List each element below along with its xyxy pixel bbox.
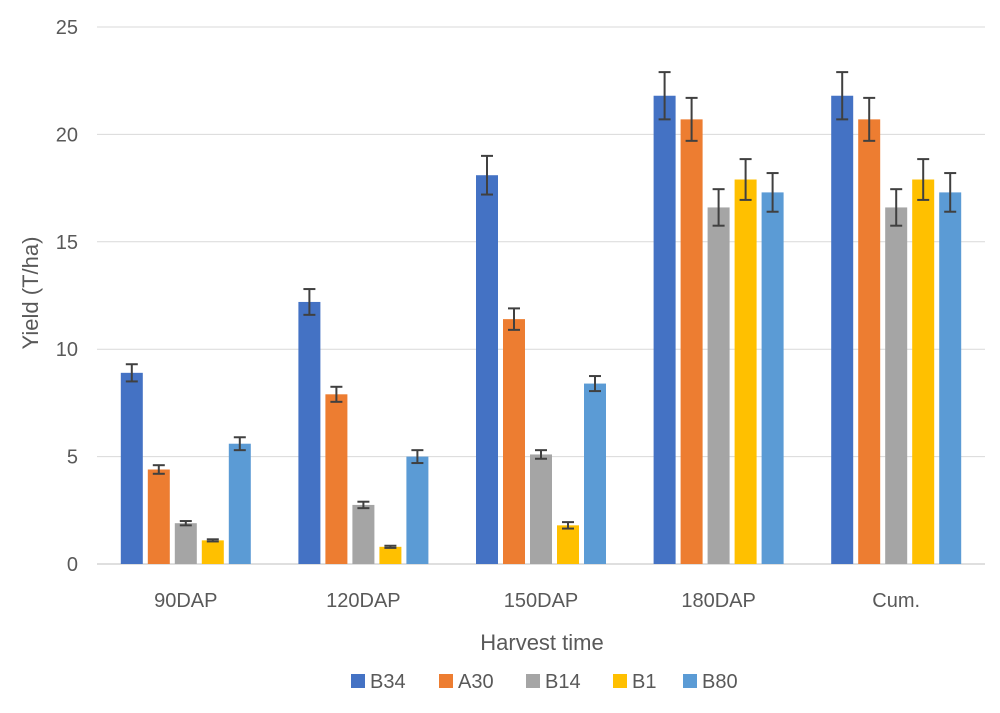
legend-label: B34 [370, 671, 406, 693]
error-bar-b1-150dap [562, 521, 574, 530]
bar-b14-120dap [352, 504, 375, 564]
error-bar-b34-150dap [481, 154, 493, 196]
error-bar-a30-120dap [330, 385, 343, 403]
error-bar-b14-150dap [535, 449, 547, 460]
error-bar-b80-120dap [411, 449, 424, 465]
error-bar-b1-180dap [739, 158, 752, 201]
error-bar-b14-180dap [712, 188, 725, 227]
legend-item-b34: B34 [351, 671, 406, 693]
bar-b1-120dap [379, 546, 402, 564]
error-bar-a30-180dap [685, 96, 698, 142]
error-bar-b1-90dap [206, 538, 219, 543]
bar-b34-120dap [298, 301, 321, 564]
error-bar-a30-90dap [152, 464, 165, 475]
bar-b1-cum [912, 179, 935, 564]
error-bar-b14-90dap [179, 520, 192, 527]
legend-swatch [351, 674, 365, 688]
bar-b80-90dap [228, 443, 251, 564]
legend-swatch [613, 674, 627, 688]
x-tick-label: 120DAP [326, 590, 401, 612]
error-bar-b14-120dap [357, 500, 370, 510]
bar-b1-150dap [557, 525, 579, 564]
error-bar-a30-cum [863, 96, 876, 142]
x-axis-title: Harvest time [480, 630, 603, 655]
y-tick-label: 5 [67, 447, 78, 469]
legend-swatch [683, 674, 697, 688]
error-bar-b14-cum [890, 188, 903, 227]
y-axis-title: Yield (T/ha) [18, 237, 43, 350]
bar-a30-90dap [147, 469, 170, 564]
y-tick-label: 20 [56, 124, 78, 146]
error-bar-b80-150dap [589, 375, 601, 393]
error-bars [125, 71, 957, 549]
x-tick-label: 150DAP [504, 590, 579, 612]
bar-a30-150dap [503, 319, 525, 564]
error-bar-b1-cum [917, 158, 930, 201]
bar-b80-150dap [584, 383, 606, 564]
bar-b14-90dap [174, 523, 197, 564]
bar-b34-180dap [653, 95, 676, 565]
legend-item-b1: B1 [613, 671, 656, 693]
error-bar-a30-150dap [508, 307, 520, 331]
legend-item-a30: A30 [439, 671, 494, 693]
bar-b1-90dap [201, 540, 224, 564]
bars [120, 95, 962, 565]
bar-b80-180dap [761, 192, 784, 564]
y-tick-label: 15 [56, 232, 78, 254]
bar-b80-cum [939, 192, 962, 564]
bar-b14-cum [885, 207, 908, 564]
bar-a30-cum [858, 119, 881, 564]
y-tick-label: 10 [56, 339, 78, 361]
error-bar-b34-90dap [125, 363, 138, 383]
legend-swatch [526, 674, 540, 688]
legend-item-b14: B14 [526, 671, 581, 693]
legend-label: B1 [632, 671, 656, 693]
legend-item-b80: B80 [683, 671, 738, 693]
y-tick-label: 25 [56, 17, 78, 39]
x-tick-label: Cum. [872, 590, 920, 612]
error-bar-b34-cum [836, 71, 849, 121]
error-bar-b80-cum [944, 172, 957, 213]
bar-b80-120dap [406, 456, 429, 564]
bar-b14-150dap [530, 454, 552, 564]
bar-b14-180dap [707, 207, 730, 564]
bar-b34-cum [831, 95, 854, 565]
error-bar-b80-180dap [766, 172, 779, 213]
bar-a30-180dap [680, 119, 703, 564]
error-bar-b1-120dap [384, 544, 397, 549]
bar-a30-120dap [325, 394, 348, 564]
bar-b1-180dap [734, 179, 757, 564]
error-bar-b80-90dap [233, 436, 246, 452]
bar-b34-150dap [476, 175, 498, 564]
error-bar-b34-120dap [303, 288, 316, 316]
y-tick-label: 0 [67, 554, 78, 576]
y-tick-labels: 0 5 10 15 20 25 [56, 17, 78, 576]
x-tick-label: 90DAP [154, 590, 217, 612]
x-tick-label: 180DAP [681, 590, 756, 612]
bar-b34-90dap [120, 372, 143, 564]
legend-label: B14 [545, 671, 581, 693]
legend-label: A30 [458, 671, 494, 693]
error-bar-b34-180dap [658, 71, 671, 121]
legend-label: B80 [702, 671, 738, 693]
x-tick-labels: 90DAP 120DAP 150DAP 180DAP Cum. [154, 590, 920, 612]
legend-swatch [439, 674, 453, 688]
legend: B34 A30 B14 B1 B80 [351, 671, 738, 693]
